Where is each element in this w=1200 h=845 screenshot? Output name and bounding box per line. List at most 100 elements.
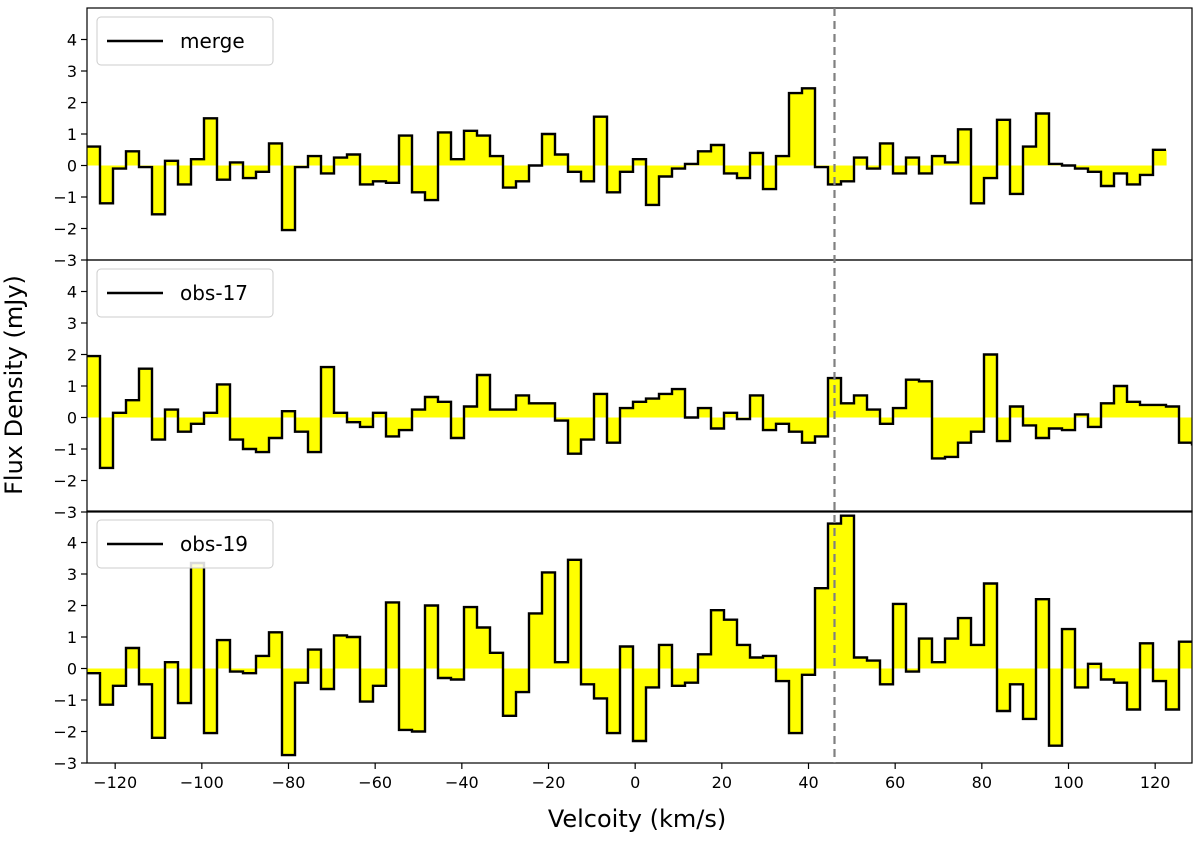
y-tick-label: −2 (53, 472, 77, 491)
y-tick-label: −3 (53, 251, 77, 270)
fill-bar (932, 417, 946, 459)
fill-bar (633, 159, 647, 166)
fill-bar (204, 668, 218, 734)
fill-bar (269, 417, 283, 438)
fill-bar (594, 393, 608, 418)
legend-box (96, 268, 274, 318)
fill-bar (1010, 406, 1024, 418)
y-tick-label: 4 (67, 31, 77, 50)
fill-bar (542, 134, 556, 166)
fill-bar (789, 668, 803, 734)
fill-bar (607, 417, 621, 443)
x-tick-label: 100 (1053, 773, 1084, 792)
fill-bar (724, 165, 738, 174)
fill-bar (373, 412, 387, 418)
fill-bar (204, 412, 218, 418)
fill-bar (516, 395, 530, 418)
fill-bar (984, 165, 998, 179)
fill-bar (412, 409, 426, 418)
fill-bar (711, 610, 725, 669)
fill-bar (919, 165, 933, 174)
fill-bar (880, 668, 894, 685)
fill-bar (1140, 165, 1154, 175)
fill-bar (152, 668, 166, 738)
fill-bar (1023, 668, 1037, 719)
y-tick-label: 1 (67, 628, 77, 647)
fill-bar (1140, 404, 1154, 418)
fill-bar (867, 409, 881, 418)
fill-bar (711, 145, 725, 166)
fill-bar (919, 638, 933, 669)
fill-bar (594, 668, 608, 699)
fill-bar (724, 412, 738, 418)
fill-bar (763, 417, 777, 431)
fill-bar (1166, 406, 1180, 418)
y-tick-label: 0 (67, 409, 77, 428)
fill-bar (633, 668, 647, 741)
fill-bar (529, 613, 543, 669)
panels: −3 −2 −1 0 1 2 3 4 merge −3 −2 −1 0 1 2 3 4 obs-17 −3 −2 −1 0… (53, 7, 1193, 773)
fill-bar (724, 619, 738, 669)
fill-bar (815, 417, 829, 437)
fill-bar (152, 417, 166, 440)
fill-bar (971, 417, 985, 432)
fill-bar (607, 668, 621, 734)
fill-bar (906, 668, 920, 672)
plot-area (87, 353, 1192, 470)
fill-bar (347, 417, 361, 423)
x-tick-label: 20 (712, 773, 732, 792)
fill-bar (646, 668, 660, 688)
fill-bar (737, 165, 751, 179)
x-tick-label: −20 (532, 773, 566, 792)
y-tick-label: 4 (67, 534, 77, 553)
fill-bar (1153, 149, 1167, 166)
fill-bar (308, 417, 322, 453)
fill-bar (139, 368, 153, 418)
fill-bar (321, 165, 335, 174)
y-tick-label: 3 (67, 62, 77, 81)
y-tick-label: 3 (67, 314, 77, 333)
fill-bar (919, 381, 933, 418)
fill-bar (87, 146, 101, 166)
fill-bar (1179, 641, 1192, 669)
step-line-obs-19 (87, 514, 1192, 757)
fill-bar (165, 662, 179, 669)
fill-bar (269, 632, 283, 669)
fill-bar (100, 417, 114, 468)
fill-bar (737, 644, 751, 669)
fill-bar (1127, 401, 1141, 418)
fill-bar (828, 165, 842, 185)
fill-bar (1075, 165, 1089, 169)
fill-bar (230, 668, 244, 672)
fill-bar (854, 657, 868, 669)
fill-bar (776, 417, 790, 424)
legend: obs-17 (96, 268, 274, 318)
fill-bar (451, 668, 465, 680)
fill-bar (321, 668, 335, 689)
fill-bar (100, 668, 114, 705)
fill-bar (555, 154, 569, 166)
fill-bar (1140, 643, 1154, 669)
legend-label: obs-17 (180, 281, 248, 305)
legend-label: obs-19 (180, 532, 248, 556)
fill-bar (438, 401, 452, 418)
fill-bar (1023, 146, 1037, 166)
legend-label: merge (180, 29, 245, 53)
fill-bar (750, 657, 764, 669)
fill-bar (971, 644, 985, 669)
panel-obs-19: −3 −2 −1 0 1 2 3 4 obs-19 (53, 510, 1193, 773)
fill-bar (555, 417, 569, 421)
y-tick-label: 2 (67, 346, 77, 365)
fill-bar (802, 88, 816, 166)
legend-box (96, 519, 274, 569)
fill-bar (503, 668, 517, 716)
fill-bar (464, 406, 478, 418)
panel-obs-17: −3 −2 −1 0 1 2 3 4 obs-17 (53, 259, 1193, 522)
fill-bar (308, 156, 322, 166)
fill-bar (152, 165, 166, 215)
fill-bar (87, 668, 101, 674)
fill-bar (477, 627, 491, 669)
fill-bar (126, 400, 140, 418)
y-tick-label: 0 (67, 157, 77, 176)
